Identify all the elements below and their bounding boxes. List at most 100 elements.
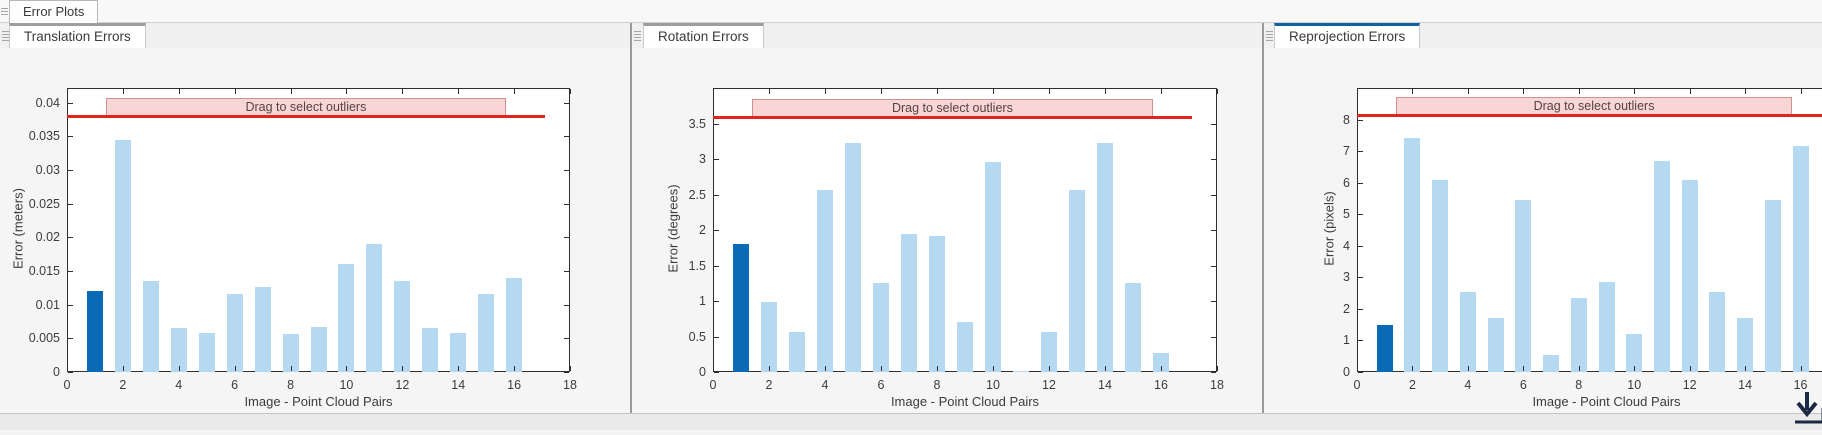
bar[interactable]: [1570, 297, 1587, 372]
drag-grip-icon[interactable]: [2, 28, 9, 44]
tab-reprojection-errors[interactable]: Reprojection Errors: [1274, 23, 1421, 48]
x-tick: [1523, 89, 1525, 94]
x-tick: [67, 366, 68, 371]
bar[interactable]: [478, 293, 495, 372]
bar[interactable]: [1653, 160, 1670, 372]
bar[interactable]: [198, 332, 215, 372]
y-tick: [1211, 336, 1216, 338]
x-tick: [458, 89, 460, 94]
bar[interactable]: [929, 235, 945, 372]
bar[interactable]: [901, 233, 917, 372]
x-tick: [825, 89, 826, 94]
bar[interactable]: [873, 283, 889, 372]
bar[interactable]: [394, 281, 411, 372]
bar[interactable]: [1069, 190, 1085, 372]
bar[interactable]: [1737, 318, 1754, 372]
x-tick: [1412, 366, 1414, 371]
x-tick-label: 12: [1042, 378, 1056, 392]
bar[interactable]: [1041, 332, 1057, 372]
y-tick: [1358, 245, 1363, 247]
x-tick: [178, 366, 180, 371]
bar[interactable]: [761, 302, 777, 372]
tab-translation-errors[interactable]: Translation Errors: [9, 23, 146, 48]
x-tick: [1049, 366, 1050, 371]
bar-highlighted[interactable]: [86, 291, 103, 372]
y-tick: [1358, 151, 1363, 153]
y-tick-label: 2: [699, 223, 706, 237]
bar[interactable]: [310, 326, 327, 372]
x-tick: [993, 366, 994, 371]
bar[interactable]: [817, 190, 833, 372]
bar[interactable]: [1792, 146, 1809, 372]
x-tick-label: 2: [765, 378, 773, 392]
bar-highlighted[interactable]: [733, 244, 749, 372]
bar[interactable]: [957, 322, 973, 372]
y-tick-label: 7: [1343, 144, 1350, 159]
bar[interactable]: [114, 139, 131, 372]
bar[interactable]: [142, 281, 159, 372]
outlier-threshold-line[interactable]: [67, 114, 545, 118]
bar[interactable]: [1764, 200, 1781, 372]
bar[interactable]: [1598, 282, 1615, 372]
bar[interactable]: [1709, 291, 1726, 372]
bar[interactable]: [1487, 318, 1504, 372]
tab-error-plots[interactable]: Error Plots: [9, 0, 99, 23]
x-tick: [937, 366, 938, 371]
x-tick: [1689, 366, 1691, 371]
x-tick: [769, 89, 770, 94]
bar[interactable]: [170, 328, 187, 372]
x-tick-label: 0: [63, 378, 71, 392]
outlier-selection-band[interactable]: Drag to select outliers: [1395, 96, 1793, 116]
y-tick-label: 0.015: [28, 264, 60, 279]
bar[interactable]: [338, 264, 355, 372]
x-tick: [1217, 366, 1218, 371]
x-tick-label: 18: [563, 378, 577, 392]
x-tick-label: 12: [1682, 378, 1697, 392]
x-tick: [1689, 89, 1691, 94]
bar[interactable]: [366, 244, 383, 372]
bar[interactable]: [506, 277, 523, 372]
drag-grip-icon[interactable]: [1266, 28, 1273, 44]
bar[interactable]: [789, 332, 805, 372]
y-tick: [1211, 194, 1216, 196]
bar[interactable]: [422, 328, 439, 372]
export-arrow-icon[interactable]: [1793, 390, 1822, 430]
bar[interactable]: [1515, 200, 1532, 372]
x-tick: [570, 366, 571, 371]
x-tick: [290, 366, 292, 371]
bar[interactable]: [1153, 352, 1169, 372]
y-tick-label: 1: [1343, 333, 1350, 348]
drag-grip-icon[interactable]: [1, 4, 8, 19]
x-tick-label: 8: [933, 378, 941, 392]
x-tick-label: 8: [287, 378, 295, 392]
x-tick: [1467, 366, 1469, 371]
x-tick-label: 0: [709, 378, 717, 392]
tab-rotation-errors[interactable]: Rotation Errors: [643, 23, 764, 48]
bar[interactable]: [254, 286, 271, 372]
bar[interactable]: [985, 161, 1001, 372]
bar[interactable]: [226, 293, 243, 372]
bar[interactable]: [1097, 143, 1113, 372]
bar[interactable]: [1626, 334, 1643, 372]
bar[interactable]: [1404, 138, 1421, 372]
tab-reprojection-errors-label: Reprojection Errors: [1289, 29, 1406, 44]
x-tick-label: 14: [1738, 378, 1753, 392]
bar[interactable]: [1125, 283, 1141, 372]
bar-highlighted[interactable]: [1376, 324, 1393, 372]
bar[interactable]: [1459, 291, 1476, 372]
bar[interactable]: [450, 332, 467, 372]
outlier-threshold-line[interactable]: [1357, 114, 1822, 118]
y-tick: [564, 203, 569, 205]
x-tick: [402, 366, 404, 371]
outlier-threshold-line[interactable]: [713, 116, 1192, 120]
bar[interactable]: [1681, 179, 1698, 372]
outlier-selection-band[interactable]: Drag to select outliers: [106, 98, 506, 117]
x-tick: [1578, 89, 1580, 94]
bar[interactable]: [282, 334, 299, 372]
bar[interactable]: [845, 142, 861, 372]
bar[interactable]: [1432, 179, 1449, 372]
drag-grip-icon[interactable]: [634, 28, 641, 44]
bar[interactable]: [1543, 354, 1560, 372]
outlier-selection-band[interactable]: Drag to select outliers: [752, 98, 1153, 118]
bar[interactable]: [1013, 370, 1029, 372]
